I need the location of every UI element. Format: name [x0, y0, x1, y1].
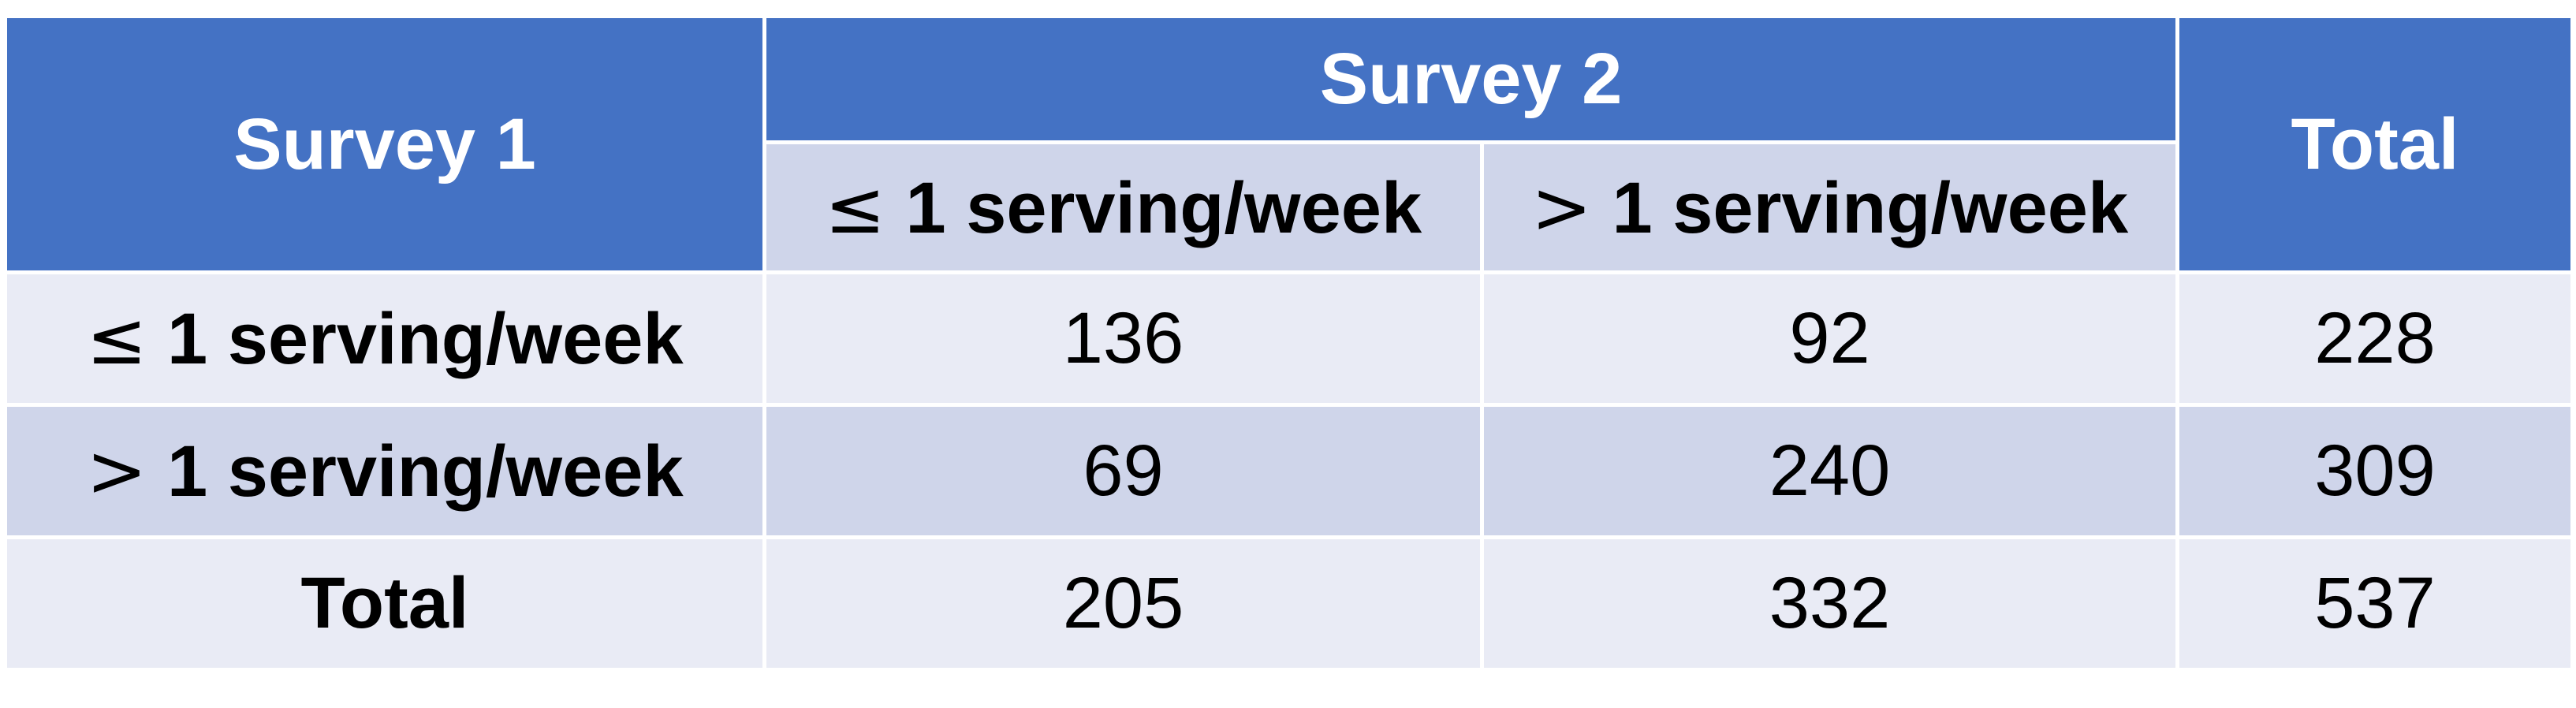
totals-row-label: Total — [3, 535, 766, 672]
total-column-header: Total — [2175, 14, 2574, 274]
cell-value: 136 — [762, 270, 1484, 407]
cell-value: 92 — [1480, 270, 2179, 407]
row-label-le-1-serving: ≤ 1 serving/week — [3, 270, 766, 407]
row-label-gt-1-serving: > 1 serving/week — [3, 403, 766, 539]
column-header-le-1-serving: ≤ 1 serving/week — [762, 140, 1484, 274]
totals-row: Total 205 332 537 — [3, 535, 2574, 672]
le-symbol: ≤ — [824, 165, 885, 250]
column-total: 205 — [762, 535, 1484, 672]
column-total: 332 — [1480, 535, 2179, 672]
survey-1-header: Survey 1 — [3, 14, 766, 274]
table-row: ≤ 1 serving/week 136 92 228 — [3, 270, 2574, 407]
cell-value: 69 — [762, 403, 1484, 539]
row-label-text: 1 serving/week — [147, 431, 684, 512]
row-total: 309 — [2175, 403, 2574, 539]
grand-total: 537 — [2175, 535, 2574, 672]
header-row-top: Survey 1 Survey 2 Total — [3, 14, 2574, 274]
gt-symbol: > — [1530, 165, 1592, 250]
header-row-sub: ≤ 1 serving/week > 1 serving/week — [6, 140, 2573, 274]
survey-2-header: Survey 2 — [762, 14, 2179, 144]
row-total: 228 — [2175, 270, 2574, 407]
row-label-text: 1 serving/week — [147, 299, 684, 379]
table-row: > 1 serving/week 69 240 309 — [3, 403, 2574, 539]
column-header-label: 1 serving/week — [885, 167, 1422, 248]
column-header-label: 1 serving/week — [1591, 167, 2129, 248]
contingency-table: Survey 1 Survey 2 Total ≤ 1 serving/week… — [3, 14, 2574, 672]
column-header-gt-1-serving: > 1 serving/week — [1480, 140, 2179, 274]
cell-value: 240 — [1480, 403, 2179, 539]
le-symbol: ≤ — [86, 296, 147, 381]
gt-symbol: > — [86, 429, 147, 513]
